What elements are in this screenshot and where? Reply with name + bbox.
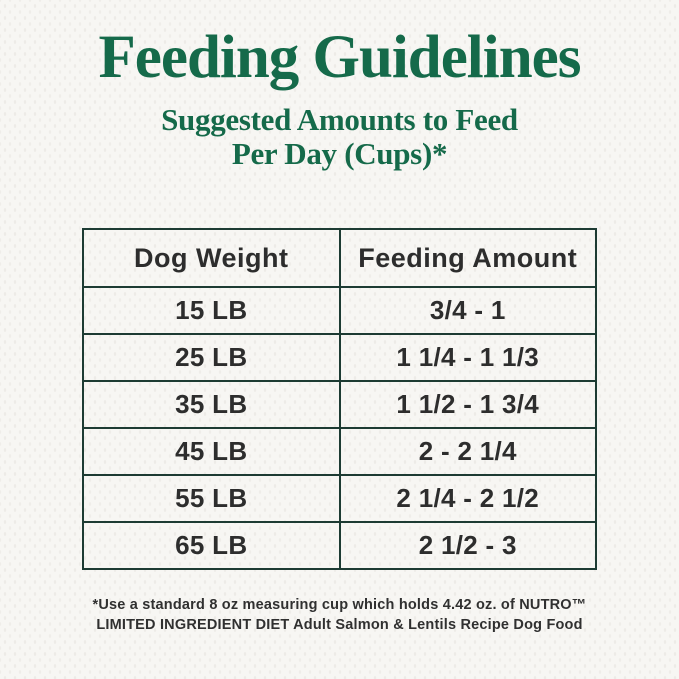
dog-weight-cell: 25 LB bbox=[82, 333, 341, 383]
footnote-line-2: LIMITED INGREDIENT DIET Adult Salmon & L… bbox=[96, 616, 583, 633]
dog-weight-cell: 15 LB bbox=[82, 286, 341, 336]
subtitle-line-2: Per Day (Cups)* bbox=[231, 136, 448, 172]
column-header-dog-weight: Dog Weight bbox=[82, 228, 341, 289]
table-row: 25 LB 1 1/4 - 1 1/3 bbox=[82, 333, 597, 383]
dog-weight-cell: 35 LB bbox=[82, 380, 341, 430]
page-subtitle: Suggested Amounts to Feed Per Day (Cups)… bbox=[0, 102, 679, 172]
feeding-amount-cell: 2 1/4 - 2 1/2 bbox=[338, 474, 597, 524]
dog-weight-cell: 55 LB bbox=[82, 474, 341, 524]
table-header-row: Dog Weight Feeding Amount bbox=[82, 228, 597, 289]
footnote-line-1: *Use a standard 8 oz measuring cup which… bbox=[92, 597, 587, 614]
table-row: 45 LB 2 - 2 1/4 bbox=[82, 427, 597, 477]
subtitle-line-1: Suggested Amounts to Feed bbox=[161, 102, 518, 137]
feeding-table: Dog Weight Feeding Amount 15 LB 3/4 - 1 … bbox=[82, 228, 597, 571]
footnote: *Use a standard 8 oz measuring cup which… bbox=[60, 596, 620, 635]
table-row: 35 LB 1 1/2 - 1 3/4 bbox=[82, 380, 597, 430]
feeding-amount-cell: 2 - 2 1/4 bbox=[338, 427, 597, 477]
feeding-amount-cell: 1 1/2 - 1 3/4 bbox=[338, 380, 597, 430]
column-header-feeding-amount: Feeding Amount bbox=[338, 228, 597, 289]
page-title: Feeding Guidelines bbox=[98, 24, 582, 91]
dog-weight-cell: 45 LB bbox=[82, 427, 341, 477]
table-row: 55 LB 2 1/4 - 2 1/2 bbox=[82, 474, 597, 524]
table-row: 65 LB 2 1/2 - 3 bbox=[82, 521, 597, 571]
dog-weight-cell: 65 LB bbox=[82, 521, 341, 571]
feeding-amount-cell: 2 1/2 - 3 bbox=[338, 521, 597, 571]
feeding-amount-cell: 3/4 - 1 bbox=[338, 286, 597, 336]
table-row: 15 LB 3/4 - 1 bbox=[82, 286, 597, 336]
feeding-amount-cell: 1 1/4 - 1 1/3 bbox=[338, 333, 597, 383]
